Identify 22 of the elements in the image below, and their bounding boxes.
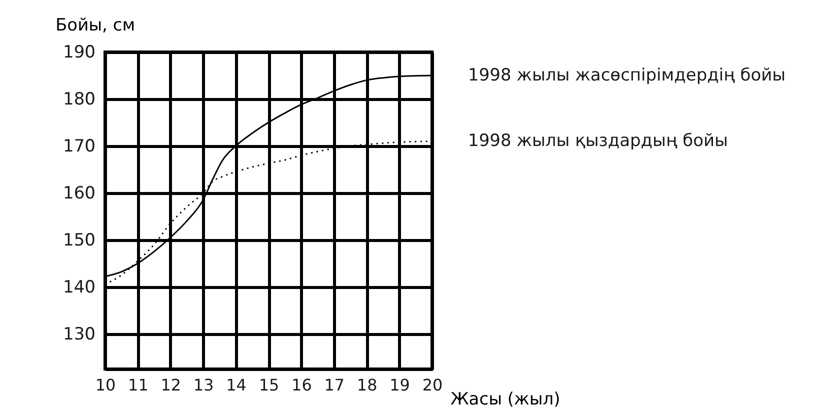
y-tick-label: 160 bbox=[63, 183, 96, 204]
text: 1998 жылы қыздардың бойы bbox=[468, 131, 728, 152]
text: 1998 жылы жасөспірімдердің бойы bbox=[468, 65, 786, 86]
y-tick-label: 170 bbox=[63, 136, 96, 156]
x-tick-label: 10 bbox=[95, 376, 116, 394]
y-tick-label: 130 bbox=[63, 324, 96, 344]
x-tick-label: 16 bbox=[292, 376, 312, 394]
x-tick-label: 13 bbox=[193, 376, 214, 394]
y-tick-label: 150 bbox=[63, 230, 96, 250]
x-tick-label: 17 bbox=[324, 376, 345, 394]
y-axis-title: Бойы, см bbox=[56, 16, 136, 36]
y-tick-label: 190 bbox=[63, 42, 96, 62]
x-tick-label: 19 bbox=[390, 376, 410, 394]
x-tick-label: 15 bbox=[258, 376, 280, 394]
x-tick-label: 11 bbox=[128, 376, 148, 394]
x-tick-label: 20 bbox=[422, 376, 443, 394]
x-tick-label: 14 bbox=[226, 376, 246, 394]
x-axis-title: Жасы (жыл) bbox=[450, 390, 560, 410]
x-tick-label: 18 bbox=[356, 376, 378, 394]
y-tick-label: 140 bbox=[63, 277, 96, 298]
y-tick-label: 180 bbox=[63, 89, 96, 110]
x-tick-label: 12 bbox=[160, 376, 182, 394]
